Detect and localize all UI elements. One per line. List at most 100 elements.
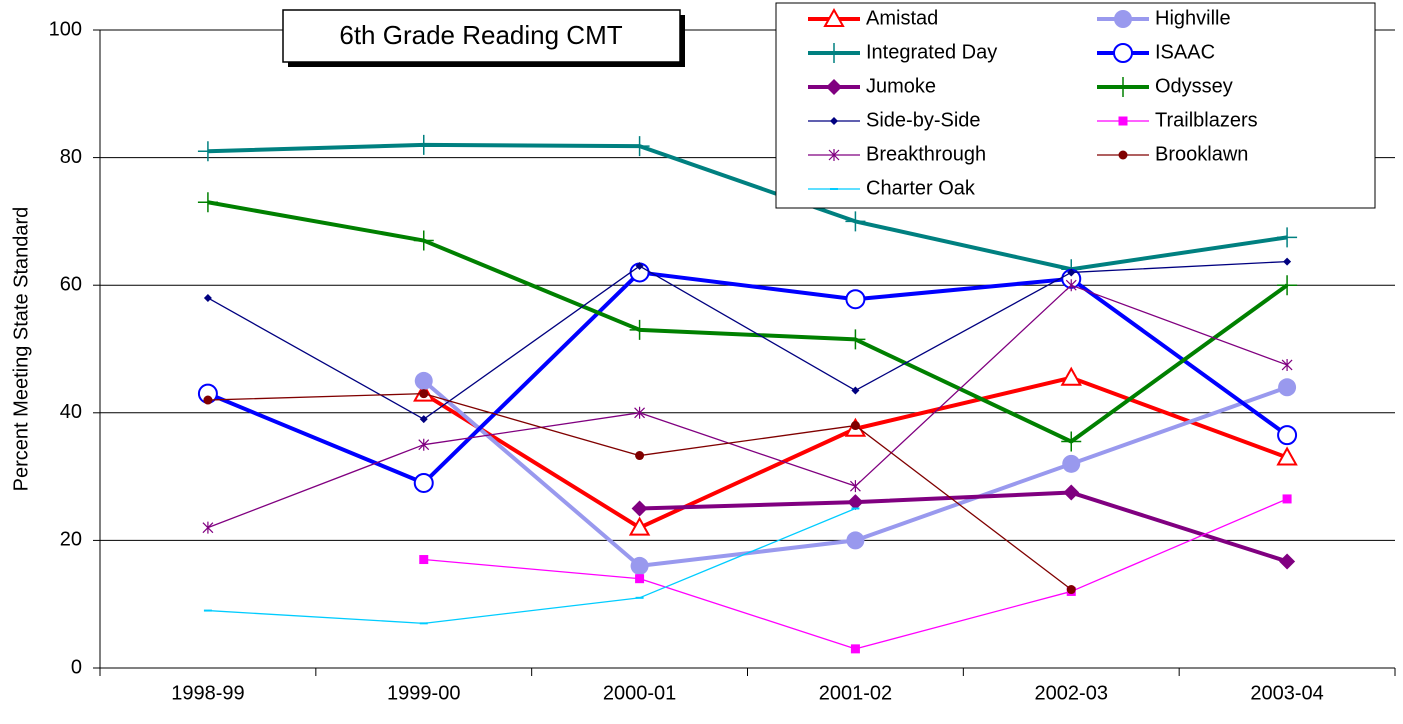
chart-title: 6th Grade Reading CMT bbox=[339, 20, 622, 50]
marker bbox=[1118, 150, 1128, 160]
legend-label: Jumoke bbox=[866, 75, 936, 97]
marker bbox=[414, 371, 433, 390]
legend-item: Jumoke bbox=[808, 75, 936, 97]
marker bbox=[826, 79, 842, 95]
marker bbox=[628, 516, 651, 536]
marker bbox=[419, 555, 429, 565]
series-line bbox=[639, 490, 1288, 564]
marker bbox=[419, 389, 429, 399]
marker bbox=[845, 211, 866, 232]
marker bbox=[849, 480, 861, 493]
marker bbox=[203, 395, 213, 405]
marker bbox=[635, 574, 645, 584]
marker bbox=[1114, 10, 1132, 28]
series bbox=[203, 507, 860, 625]
marker bbox=[635, 262, 644, 271]
marker bbox=[1277, 275, 1298, 296]
marker bbox=[629, 136, 650, 157]
series bbox=[203, 257, 1292, 424]
marker bbox=[1278, 378, 1297, 397]
marker bbox=[1065, 279, 1077, 292]
series-line bbox=[207, 507, 856, 624]
legend-label: Highville bbox=[1155, 7, 1231, 29]
x-tick-label: 2003-04 bbox=[1250, 682, 1323, 704]
marker bbox=[1282, 494, 1292, 504]
marker bbox=[635, 451, 645, 461]
marker bbox=[850, 644, 860, 654]
legend-label: Brooklawn bbox=[1155, 143, 1248, 165]
legend-label: ISAAC bbox=[1155, 41, 1215, 63]
title-box bbox=[282, 9, 681, 63]
legend-item: Highville bbox=[1097, 7, 1231, 29]
x-tick-label: 2000-01 bbox=[603, 682, 676, 704]
legend-item: Odyssey bbox=[1097, 75, 1233, 97]
marker bbox=[1276, 446, 1298, 466]
marker bbox=[197, 141, 218, 162]
marker bbox=[846, 531, 865, 550]
x-tick-label: 2001-02 bbox=[819, 682, 892, 704]
marker bbox=[1113, 43, 1133, 63]
marker bbox=[845, 329, 866, 350]
y-tick-label: 60 bbox=[60, 273, 82, 295]
series bbox=[631, 484, 1296, 570]
series-line bbox=[207, 270, 1289, 485]
marker bbox=[629, 319, 650, 340]
series-line bbox=[207, 284, 1288, 529]
y-tick-label: 0 bbox=[71, 656, 82, 678]
legend-item: Charter Oak bbox=[808, 177, 976, 199]
series bbox=[202, 279, 1293, 534]
y-tick-label: 100 bbox=[49, 18, 82, 40]
legend-label: Integrated Day bbox=[866, 41, 997, 63]
marker bbox=[824, 43, 844, 63]
series bbox=[197, 134, 1298, 280]
series bbox=[414, 371, 1297, 575]
y-axis-label: Percent Meeting State Standard bbox=[10, 207, 32, 492]
x-tick-label: 1999-00 bbox=[387, 682, 460, 704]
series bbox=[197, 192, 1298, 452]
marker bbox=[1277, 227, 1298, 248]
marker bbox=[823, 7, 845, 27]
marker bbox=[413, 134, 434, 155]
marker bbox=[1279, 553, 1296, 570]
legend-item: Amistad bbox=[808, 7, 938, 29]
marker bbox=[1061, 431, 1082, 452]
legend-item: Brooklawn bbox=[1097, 143, 1248, 165]
series bbox=[197, 262, 1298, 493]
marker bbox=[1063, 484, 1080, 501]
series-line bbox=[207, 142, 1288, 272]
marker bbox=[847, 494, 864, 511]
marker bbox=[1283, 257, 1292, 266]
marker bbox=[413, 230, 434, 251]
marker bbox=[850, 421, 860, 431]
series-line bbox=[207, 200, 1289, 444]
y-tick-label: 80 bbox=[60, 146, 82, 168]
marker bbox=[631, 500, 648, 517]
marker bbox=[413, 472, 434, 493]
marker bbox=[634, 406, 646, 419]
marker bbox=[1060, 366, 1082, 386]
marker bbox=[845, 289, 866, 310]
x-tick-label: 1998-99 bbox=[171, 682, 244, 704]
marker bbox=[1281, 358, 1293, 371]
marker bbox=[1277, 425, 1298, 446]
legend-item: Integrated Day bbox=[808, 41, 997, 63]
legend-item: ISAAC bbox=[1097, 41, 1215, 63]
marker bbox=[1062, 454, 1081, 473]
legend-label: Trailblazers bbox=[1155, 109, 1258, 131]
marker bbox=[203, 293, 212, 302]
legend-item: Side-by-Side bbox=[808, 109, 981, 131]
y-tick-label: 40 bbox=[60, 401, 82, 423]
legend-item: Breakthrough bbox=[808, 143, 986, 165]
series-line bbox=[207, 260, 1288, 420]
legend-item: Trailblazers bbox=[1097, 109, 1258, 131]
legend-box bbox=[775, 2, 1376, 209]
legend-label: Amistad bbox=[866, 7, 938, 29]
marker bbox=[630, 556, 649, 575]
legend-label: Charter Oak bbox=[866, 177, 976, 199]
y-tick-label: 20 bbox=[60, 529, 82, 551]
marker bbox=[1067, 268, 1076, 277]
marker bbox=[419, 415, 428, 424]
marker bbox=[1113, 77, 1133, 97]
